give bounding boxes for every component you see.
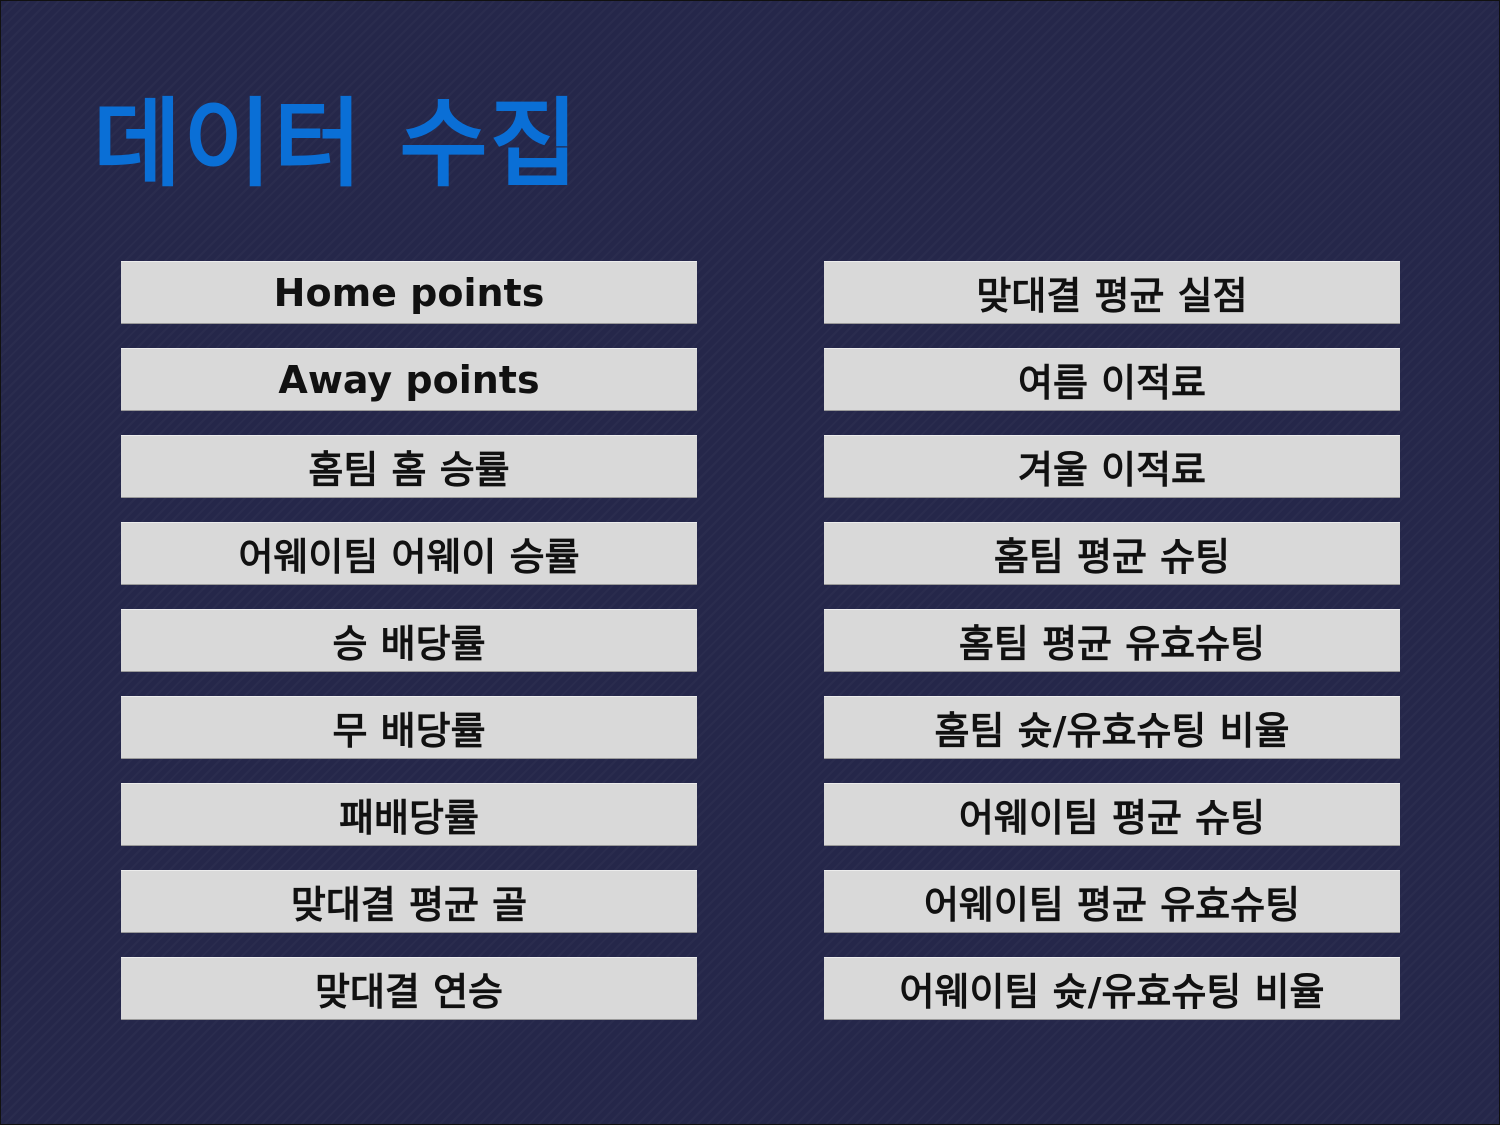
list-item: 맞대결 평균 골 <box>121 870 697 933</box>
list-item: Away points <box>121 348 697 411</box>
list-item: 여름 이적료 <box>824 348 1400 411</box>
slide-title: 데이터 수집 <box>93 88 581 200</box>
list-item: 어웨이팀 슛/유효슈팅 비율 <box>824 957 1400 1020</box>
list-item: 맞대결 평균 실점 <box>824 261 1400 324</box>
list-item: 승 배당률 <box>121 609 697 672</box>
list-item: 패배당률 <box>121 783 697 846</box>
list-item: 겨울 이적료 <box>824 435 1400 498</box>
list-item: 홈팀 평균 슈팅 <box>824 522 1400 585</box>
list-item: 홈팀 평균 유효슈팅 <box>824 609 1400 672</box>
list-item: 홈팀 홈 승률 <box>121 435 697 498</box>
right-item-list: 맞대결 평균 실점 여름 이적료 겨울 이적료 홈팀 평균 슈팅 홈팀 평균 유… <box>824 261 1400 1020</box>
list-item: 어웨이팀 평균 슈팅 <box>824 783 1400 846</box>
left-item-list: Home points Away points 홈팀 홈 승률 어웨이팀 어웨이… <box>121 261 697 1020</box>
list-item: 무 배당률 <box>121 696 697 759</box>
list-item: 홈팀 슛/유효슈팅 비율 <box>824 696 1400 759</box>
list-item: Home points <box>121 261 697 324</box>
list-item: 어웨이팀 어웨이 승률 <box>121 522 697 585</box>
list-item: 어웨이팀 평균 유효슈팅 <box>824 870 1400 933</box>
list-item: 맞대결 연승 <box>121 957 697 1020</box>
